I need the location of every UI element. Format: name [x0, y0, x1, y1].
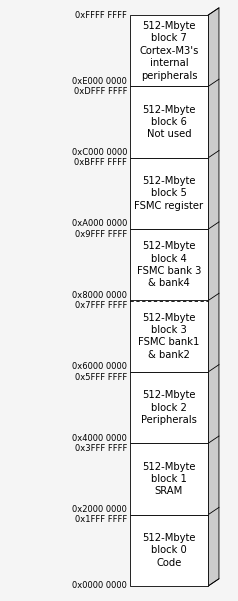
Text: 512-Mbyte
block 0
Code: 512-Mbyte block 0 Code [142, 533, 196, 568]
Text: 512-Mbyte
block 6
Not used: 512-Mbyte block 6 Not used [142, 105, 196, 139]
Bar [130, 229, 208, 300]
Text: 0xFFFF FFFF: 0xFFFF FFFF [75, 11, 127, 19]
Text: 0x4000 0000
0x3FFF FFFF: 0x4000 0000 0x3FFF FFFF [72, 433, 127, 453]
Bar [130, 300, 208, 372]
Bar [130, 443, 208, 514]
Text: 0xA000 0000
0x9FFF FFFF: 0xA000 0000 0x9FFF FFFF [72, 219, 127, 239]
Bar [130, 87, 208, 158]
Polygon shape [208, 8, 219, 586]
Bar [130, 15, 208, 87]
Text: 512-Mbyte
block 5
FSMC register: 512-Mbyte block 5 FSMC register [134, 176, 203, 211]
Text: 512-Mbyte
block 7
Cortex-M3's
internal
peripherals: 512-Mbyte block 7 Cortex-M3's internal p… [139, 21, 199, 81]
Text: 512-Mbyte
block 4
FSMC bank 3
& bank4: 512-Mbyte block 4 FSMC bank 3 & bank4 [137, 241, 201, 288]
Bar [130, 372, 208, 444]
Text: 512-Mbyte
block 2
Peripherals: 512-Mbyte block 2 Peripherals [141, 390, 197, 425]
Text: 0xE000 0000
0xDFFF FFFF: 0xE000 0000 0xDFFF FFFF [72, 77, 127, 96]
Text: 512-Mbyte
block 1
SRAM: 512-Mbyte block 1 SRAM [142, 462, 196, 496]
Bar [130, 157, 208, 229]
Text: 0x0000 0000: 0x0000 0000 [72, 582, 127, 590]
Text: 0x2000 0000
0x1FFF FFFF: 0x2000 0000 0x1FFF FFFF [72, 505, 127, 524]
Bar [130, 514, 208, 586]
Text: 512-Mbyte
block 3
FSMC bank1
& bank2: 512-Mbyte block 3 FSMC bank1 & bank2 [138, 313, 200, 360]
Text: 0xC000 0000
0xBFFF FFFF: 0xC000 0000 0xBFFF FFFF [72, 148, 127, 168]
Text: 0x6000 0000
0x5FFF FFFF: 0x6000 0000 0x5FFF FFFF [72, 362, 127, 382]
Text: 0x8000 0000
0x7FFF FFFF: 0x8000 0000 0x7FFF FFFF [72, 291, 127, 310]
